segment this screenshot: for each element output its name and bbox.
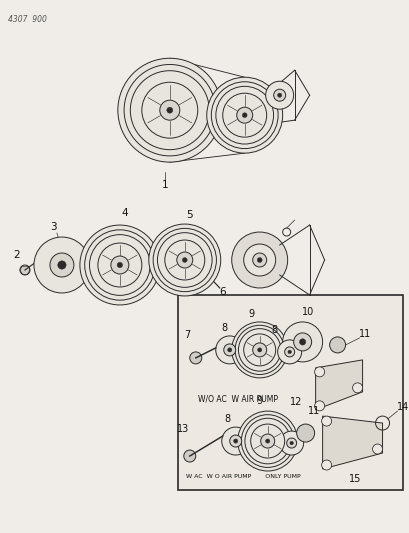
Circle shape bbox=[236, 107, 252, 123]
Circle shape bbox=[289, 441, 293, 445]
Circle shape bbox=[284, 347, 294, 357]
Text: 9: 9 bbox=[256, 396, 262, 406]
Text: 9: 9 bbox=[248, 309, 254, 319]
Circle shape bbox=[237, 411, 297, 471]
Circle shape bbox=[321, 460, 331, 470]
Circle shape bbox=[252, 253, 266, 267]
Circle shape bbox=[200, 268, 208, 276]
Circle shape bbox=[286, 438, 296, 448]
Text: W/O AC  W AIR PUMP: W/O AC W AIR PUMP bbox=[197, 394, 277, 403]
Circle shape bbox=[314, 367, 324, 377]
Circle shape bbox=[277, 93, 281, 98]
Text: 15: 15 bbox=[348, 474, 361, 484]
Circle shape bbox=[231, 322, 287, 378]
Circle shape bbox=[215, 336, 243, 364]
Circle shape bbox=[234, 325, 283, 375]
Circle shape bbox=[238, 329, 280, 371]
Text: 1: 1 bbox=[161, 180, 168, 190]
Circle shape bbox=[89, 235, 150, 295]
Circle shape bbox=[117, 58, 221, 162]
Circle shape bbox=[223, 344, 235, 356]
Text: 4307  900: 4307 900 bbox=[8, 15, 47, 25]
Circle shape bbox=[20, 265, 30, 275]
Circle shape bbox=[58, 261, 66, 269]
Circle shape bbox=[183, 450, 195, 462]
Text: 7: 7 bbox=[184, 330, 191, 340]
Circle shape bbox=[110, 256, 128, 274]
Circle shape bbox=[166, 107, 172, 113]
Circle shape bbox=[277, 340, 301, 364]
Circle shape bbox=[85, 230, 155, 300]
Text: 8: 8 bbox=[271, 325, 277, 335]
Circle shape bbox=[182, 257, 187, 262]
Circle shape bbox=[321, 416, 331, 426]
Circle shape bbox=[227, 348, 231, 352]
Text: 6: 6 bbox=[219, 287, 225, 297]
Circle shape bbox=[124, 64, 215, 156]
Circle shape bbox=[233, 439, 237, 443]
Circle shape bbox=[153, 228, 216, 292]
Text: 11: 11 bbox=[359, 329, 371, 339]
Text: 2: 2 bbox=[13, 250, 20, 260]
Circle shape bbox=[243, 334, 275, 366]
Circle shape bbox=[244, 418, 290, 464]
Circle shape bbox=[216, 86, 273, 144]
Circle shape bbox=[206, 77, 282, 153]
Text: 12: 12 bbox=[289, 397, 301, 407]
Circle shape bbox=[256, 257, 261, 262]
Circle shape bbox=[211, 82, 277, 149]
Circle shape bbox=[221, 427, 249, 455]
Circle shape bbox=[243, 244, 275, 276]
Circle shape bbox=[287, 350, 291, 354]
Circle shape bbox=[265, 439, 269, 443]
Circle shape bbox=[164, 240, 204, 280]
Circle shape bbox=[117, 262, 122, 268]
Circle shape bbox=[157, 233, 211, 287]
Text: W AC  W O AIR PUMP       ONLY PUMP: W AC W O AIR PUMP ONLY PUMP bbox=[185, 474, 300, 479]
Circle shape bbox=[265, 81, 293, 109]
Circle shape bbox=[130, 71, 209, 150]
Circle shape bbox=[273, 89, 285, 101]
Text: 14: 14 bbox=[396, 402, 409, 412]
Polygon shape bbox=[322, 416, 382, 469]
Circle shape bbox=[242, 113, 247, 118]
Text: 8: 8 bbox=[224, 414, 230, 424]
Text: 3: 3 bbox=[50, 222, 57, 232]
Circle shape bbox=[34, 237, 90, 293]
Circle shape bbox=[222, 93, 266, 137]
Text: 8: 8 bbox=[221, 323, 227, 333]
Circle shape bbox=[257, 348, 261, 352]
Circle shape bbox=[142, 82, 197, 138]
Text: 13: 13 bbox=[176, 424, 189, 434]
Circle shape bbox=[148, 224, 220, 296]
Circle shape bbox=[241, 415, 293, 467]
Circle shape bbox=[98, 243, 142, 287]
Circle shape bbox=[250, 424, 284, 458]
Circle shape bbox=[176, 252, 192, 268]
Text: 5: 5 bbox=[186, 210, 193, 220]
Circle shape bbox=[314, 401, 324, 411]
Circle shape bbox=[352, 383, 362, 393]
Circle shape bbox=[229, 435, 241, 447]
Circle shape bbox=[372, 444, 382, 454]
Circle shape bbox=[279, 431, 303, 455]
Circle shape bbox=[231, 232, 287, 288]
Bar bbox=[178, 295, 402, 490]
Polygon shape bbox=[315, 360, 362, 410]
Circle shape bbox=[329, 337, 345, 353]
Circle shape bbox=[296, 424, 314, 442]
Circle shape bbox=[50, 253, 74, 277]
Text: 11: 11 bbox=[307, 406, 319, 416]
Circle shape bbox=[282, 322, 322, 362]
Text: 4: 4 bbox=[121, 208, 128, 218]
Circle shape bbox=[252, 343, 266, 357]
Circle shape bbox=[80, 225, 160, 305]
Circle shape bbox=[189, 352, 201, 364]
Circle shape bbox=[260, 434, 274, 448]
Circle shape bbox=[293, 333, 311, 351]
Circle shape bbox=[299, 339, 305, 345]
Text: 10: 10 bbox=[301, 307, 313, 317]
Circle shape bbox=[160, 100, 180, 120]
